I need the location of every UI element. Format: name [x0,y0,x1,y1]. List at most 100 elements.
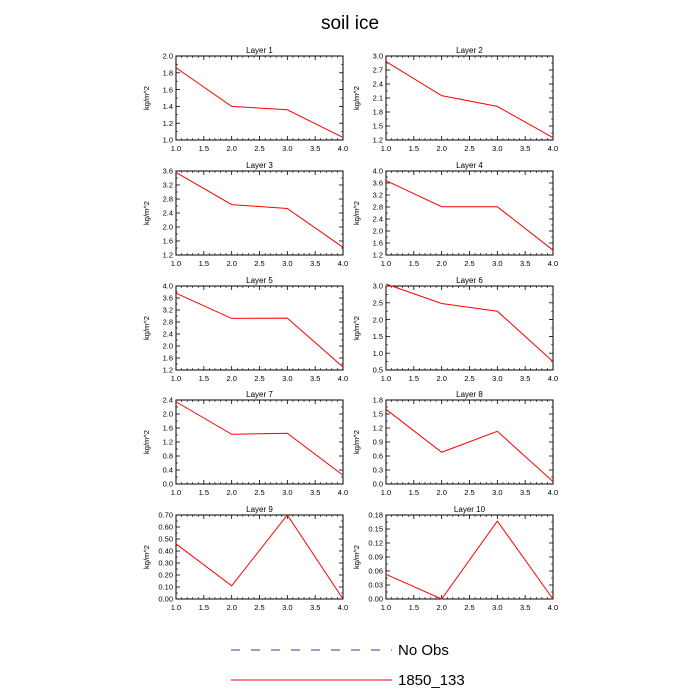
y-tick-label: 1.0 [163,136,173,145]
x-tick-label: 1.0 [171,259,181,268]
plot-frame [385,170,554,256]
y-tick-label: 2.4 [163,330,173,339]
x-tick-label: 2.5 [464,144,474,153]
panels-grid: Layer 1kg/m^21.0 1.5 2.0 2.5 3.0 3.5 4.01.01.2… [142,46,558,612]
x-tick-label: 2.5 [254,374,264,383]
y-tick-label: 2.8 [373,203,383,212]
y-tick-label: 1.6 [163,237,173,246]
y-tick-label: 1.8 [373,108,383,117]
y-tick-label: 1.8 [163,69,173,78]
x-tick-label: 4.0 [338,603,348,612]
x-tick-label: 1.0 [381,488,391,497]
y-tick-label: 1.6 [163,85,173,94]
x-tick-label: 1.0 [381,259,391,268]
y-tick-label: 2.4 [373,215,383,224]
x-tick-label: 2.5 [464,259,474,268]
series-line-1850_133 [175,401,344,476]
x-tick-label: 2.0 [226,488,236,497]
y-tick-label: 0.40 [158,547,173,556]
x-tick-label: 1.5 [409,259,419,268]
x-tick-label: 1.5 [199,374,209,383]
x-tick-label: 2.0 [226,144,236,153]
panel-layer-9: Layer 9 kg/m^2 1.0 1.5 2.0 2.5 3.0 3.5 4.0 0.00 0.… [142,505,348,612]
series-line-1850_133 [385,61,554,139]
panel-layer-1: Layer 1 kg/m^2 1.0 1.5 2.0 2.5 3.0 3.5 4.0 1.0 1.2… [142,46,348,153]
panel-layer-8: Layer 8 kg/m^2 1.0 1.5 2.0 2.5 3.0 3.5 4.0 0.0 0.3… [352,390,558,497]
x-tick-label: 3.5 [520,259,530,268]
x-tick-label: 3.0 [282,488,292,497]
x-tick-label: 3.5 [520,603,530,612]
y-tick-label: 2.0 [373,227,383,236]
x-tick-label: 4.0 [548,259,558,268]
y-axis-label: kg/m^2 [142,86,151,110]
x-tick-label: 2.5 [464,488,474,497]
y-tick-label: 0.8 [163,452,173,461]
figure-title: soil ice [321,13,379,34]
panel-title: Layer 1 [246,46,273,55]
x-tick-label: 4.0 [548,374,558,383]
series-line-1850_133 [175,67,344,138]
legend: No Obs 1850_133 [231,642,465,689]
y-tick-label: 0.3 [373,466,383,475]
panel-title: Layer 2 [456,46,483,55]
y-tick-label: 2.0 [163,52,173,61]
y-tick-label: 3.2 [163,181,173,190]
x-tick-label: 2.0 [226,259,236,268]
x-tick-label: 1.0 [171,488,181,497]
x-tick-label: 2.0 [226,603,236,612]
y-tick-label: 2.8 [163,195,173,204]
y-tick-label: 1.2 [163,251,173,260]
series-line-1850_133 [385,408,554,483]
y-tick-label: 2.4 [163,396,173,405]
x-tick-label: 3.0 [492,603,502,612]
y-tick-label: 1.6 [373,239,383,248]
x-tick-label: 2.0 [226,374,236,383]
x-tick-label: 1.5 [409,374,419,383]
y-tick-label: 0.4 [163,466,173,475]
x-tick-label: 3.5 [520,144,530,153]
x-tick-label: 1.0 [171,144,181,153]
x-tick-label: 4.0 [338,259,348,268]
panel-layer-6: Layer 6kg/m^21.0 1.5 2.0 2.5 3.0 3.5 4.00.51.0… [352,276,558,383]
panel-title: Layer 3 [246,161,273,170]
x-tick-label: 2.5 [464,374,474,383]
panel-title: Layer 7 [246,390,273,399]
x-tick-label: 1.0 [381,144,391,153]
x-tick-label: 1.0 [171,374,181,383]
series-line-1850_133 [175,514,344,600]
y-tick-label: 0.12 [368,539,383,548]
x-tick-label: 4.0 [548,488,558,497]
x-tick-label: 4.0 [548,603,558,612]
y-tick-label: 0.20 [158,571,173,580]
y-tick-label: 0.50 [158,535,173,544]
x-tick-label: 1.5 [409,488,419,497]
y-tick-label: 3.2 [373,191,383,200]
panel-layer-4: Layer 4 kg/m^2 1.0 1.5 2.0 2.5 3.0 3.5 4.0 1.2 1.6… [352,161,558,268]
y-axis-label: kg/m^2 [352,545,361,569]
y-tick-label: 0.09 [368,553,383,562]
y-tick-label: 1.2 [373,424,383,433]
y-tick-label: 2.4 [163,209,173,218]
plot-frame [175,285,344,371]
x-tick-label: 3.5 [310,259,320,268]
y-tick-label: 0.00 [368,595,383,604]
x-tick-label: 4.0 [338,488,348,497]
x-tick-label: 3.0 [282,144,292,153]
y-axis-label: kg/m^2 [142,316,151,340]
y-tick-label: 1.2 [373,251,383,260]
series-line-1850_133 [385,520,554,600]
y-tick-label: 2.7 [373,66,383,75]
y-tick-label: 0.18 [368,511,383,520]
y-axis-label: kg/m^2 [352,316,361,340]
y-tick-label: 0.0 [373,480,383,489]
plot-frame [385,285,554,371]
plot-frame [175,170,344,256]
x-tick-label: 3.5 [520,374,530,383]
x-tick-label: 4.0 [338,374,348,383]
series-line-1850_133 [175,171,344,248]
y-tick-label: 0.60 [158,523,173,532]
x-tick-label: 2.0 [436,603,446,612]
y-tick-label: 3.6 [373,179,383,188]
plot-frame [385,514,554,600]
x-tick-label: 3.0 [282,259,292,268]
